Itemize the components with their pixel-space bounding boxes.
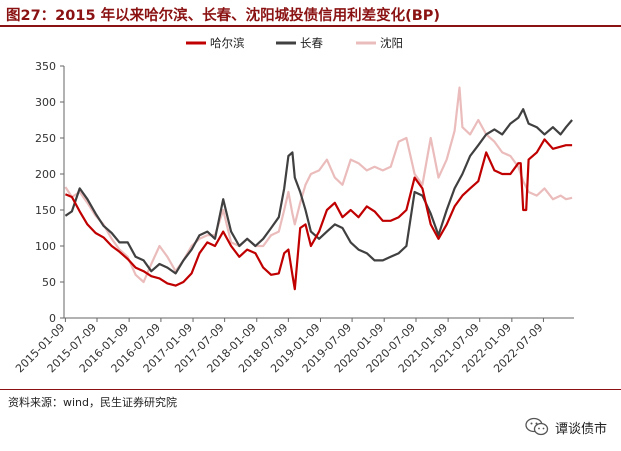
watermark: 谭谈债市 <box>525 417 607 437</box>
watermark-label: 谭谈债市 <box>554 421 607 437</box>
legend-label-1: 长春 <box>300 36 323 50</box>
title-divider <box>0 25 621 27</box>
series-line-1 <box>64 108 573 275</box>
y-tick-label-3: 150 <box>35 204 56 217</box>
legend-label-2: 沈阳 <box>380 36 403 50</box>
y-tick-label-2: 100 <box>35 240 56 253</box>
series-line-0 <box>64 138 573 291</box>
y-tick-label-0: 0 <box>49 312 56 325</box>
figure-title: 图27：2015 年以来哈尔滨、长春、沈阳城投债信用利差变化(BP) <box>6 8 441 24</box>
legend-label-0: 哈尔滨 <box>210 36 245 50</box>
series-line-2 <box>64 86 573 284</box>
source-note: 资料来源：wind，民生证券研究院 <box>8 396 178 409</box>
y-tick-label-6: 300 <box>35 96 56 109</box>
y-tick-label-7: 350 <box>35 60 56 73</box>
line-chart: 0501001502002503003502015-01-092015-07-0… <box>13 36 574 375</box>
y-tick-label-4: 200 <box>35 168 56 181</box>
y-tick-label-5: 250 <box>35 132 56 145</box>
wechat-icon <box>525 417 549 436</box>
y-tick-label-1: 50 <box>42 276 56 289</box>
source-divider <box>0 389 621 390</box>
